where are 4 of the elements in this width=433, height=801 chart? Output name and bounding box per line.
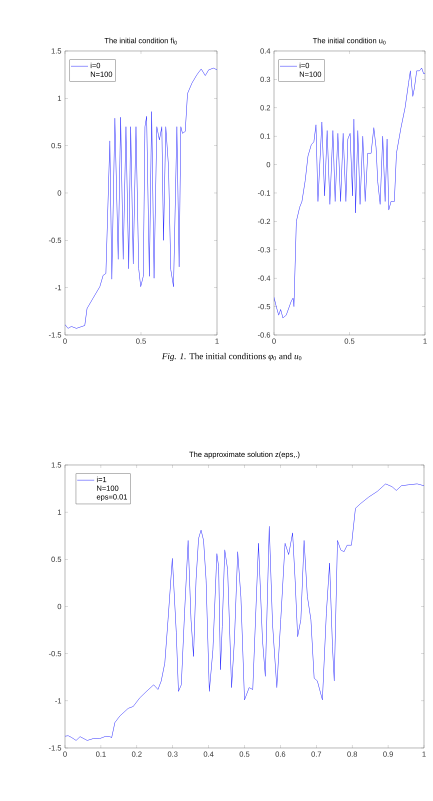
line-series (65, 68, 217, 329)
line-series (274, 68, 425, 318)
text: Fig. 1. The initial conditions φ$_{0}$ and u$_{0}$ (162, 352, 302, 362)
line-series (65, 484, 424, 741)
